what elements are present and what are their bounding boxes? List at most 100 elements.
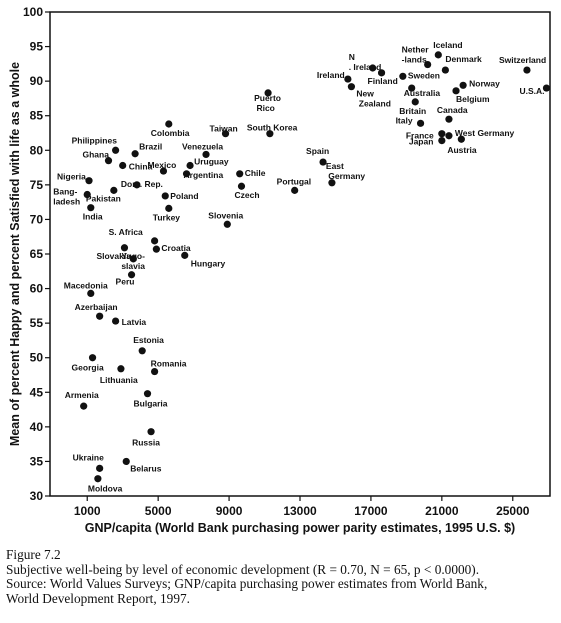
point-label: France xyxy=(406,131,434,141)
point-label: Lithuania xyxy=(100,375,138,385)
scatter-chart: 30 35 40 45 50 55 60 65 70 75 80 85 90 95 100 1000 5000… xyxy=(8,5,551,535)
point-label: Mexico xyxy=(147,160,176,170)
y-tick-label: 85 xyxy=(30,109,44,123)
data-point xyxy=(80,402,88,410)
data-point xyxy=(416,119,425,127)
data-point xyxy=(434,51,442,59)
point-label: Latvia xyxy=(122,317,147,327)
data-point xyxy=(87,204,95,212)
y-tick-label: 65 xyxy=(30,247,44,261)
point-label: Switzerland xyxy=(499,55,546,65)
x-tick-label: 1000 xyxy=(74,504,101,518)
x-tick-label: 9000 xyxy=(216,504,243,518)
data-point xyxy=(94,475,102,483)
data-point xyxy=(445,115,453,123)
y-tick-label: 55 xyxy=(30,316,44,330)
point-label: South Korea xyxy=(247,123,298,133)
point-label: India xyxy=(83,212,103,222)
data-point xyxy=(87,289,95,298)
data-points xyxy=(80,51,551,483)
data-point xyxy=(138,347,146,355)
data-point xyxy=(181,251,189,259)
data-point xyxy=(85,177,93,185)
data-point xyxy=(96,464,104,472)
data-point xyxy=(291,186,299,194)
point-label: Poland xyxy=(170,191,198,201)
data-point xyxy=(411,98,419,106)
point-label: Britain xyxy=(399,106,426,116)
point-label: Bulgaria xyxy=(134,399,168,409)
data-point xyxy=(344,75,352,83)
x-tick-label: 13000 xyxy=(283,504,317,518)
data-point xyxy=(165,120,173,128)
data-point xyxy=(120,244,129,252)
y-tick-label: 90 xyxy=(30,74,44,88)
x-tick-label: 21000 xyxy=(425,504,459,518)
data-point xyxy=(186,161,194,170)
point-label: Puerto Rico xyxy=(254,93,281,113)
point-label: Argentina xyxy=(184,170,224,180)
point-label: Portugal xyxy=(277,176,311,186)
point-label: Australia xyxy=(404,88,441,98)
data-point xyxy=(438,137,446,145)
point-label: Iceland xyxy=(433,40,462,50)
point-label: Ghana xyxy=(83,150,110,160)
point-label: Norway xyxy=(469,78,500,88)
point-label: Ireland xyxy=(317,70,345,80)
point-labels: Iceland N. Ireland Nether -lands Switzerland… xyxy=(53,40,546,494)
point-label: Romania xyxy=(151,359,187,369)
point-label: Colombia xyxy=(151,128,190,138)
y-tick-label: 95 xyxy=(30,40,44,54)
data-point xyxy=(122,457,130,466)
point-label: Finland xyxy=(368,76,398,86)
data-point xyxy=(369,64,377,72)
point-label: Belarus xyxy=(130,463,161,473)
figure-caption: Figure 7.2 Subjective well-being by leve… xyxy=(6,547,558,606)
y-tick-label: 80 xyxy=(30,143,44,157)
data-point xyxy=(542,84,551,92)
point-label: Italy xyxy=(396,115,413,125)
data-point xyxy=(110,186,118,194)
point-label: N. Ireland xyxy=(349,52,382,72)
point-label: Austria xyxy=(447,145,477,155)
data-point xyxy=(438,130,446,138)
point-label: Czech xyxy=(234,190,259,200)
data-point xyxy=(159,167,168,175)
point-label: Croatia xyxy=(161,243,191,253)
point-label: West Germany xyxy=(455,128,515,138)
point-label: Slovenia xyxy=(208,210,243,220)
data-point xyxy=(127,271,136,279)
data-point xyxy=(182,170,191,178)
figure-label: Figure 7.2 xyxy=(6,547,61,562)
data-point xyxy=(221,130,230,138)
data-point xyxy=(119,161,127,170)
point-label: Georgia xyxy=(72,363,104,373)
x-axis-label: GNP/capita (World Bank purchasing power … xyxy=(85,521,515,535)
point-label: New Zealand xyxy=(356,89,390,109)
y-axis: 30 35 40 45 50 55 60 65 70 75 80 85 90 95 100 xyxy=(23,5,50,503)
data-point xyxy=(452,87,460,95)
point-label: Spain xyxy=(306,146,329,156)
data-point xyxy=(117,365,125,373)
data-point xyxy=(459,81,467,89)
data-point xyxy=(319,158,327,166)
point-label: Yugo-slavia xyxy=(121,251,145,271)
data-point xyxy=(83,190,91,199)
y-tick-label: 45 xyxy=(30,385,44,399)
x-tick-label: 5000 xyxy=(145,504,172,518)
point-label: Russia xyxy=(132,438,160,448)
point-label: Moldova xyxy=(88,484,123,494)
point-label: Nigeria xyxy=(57,172,86,182)
data-point xyxy=(161,192,169,200)
point-label: S. Africa xyxy=(109,227,143,237)
y-tick-label: 60 xyxy=(30,282,44,296)
point-label: Sweden xyxy=(408,70,440,80)
data-point xyxy=(112,317,120,325)
point-label: Denmark xyxy=(445,54,482,64)
data-point xyxy=(143,390,152,398)
data-point xyxy=(96,312,104,320)
point-label: Dom. Rep. xyxy=(121,179,163,189)
data-point xyxy=(441,66,449,74)
point-label: Chile xyxy=(245,168,266,178)
data-point xyxy=(264,89,272,97)
